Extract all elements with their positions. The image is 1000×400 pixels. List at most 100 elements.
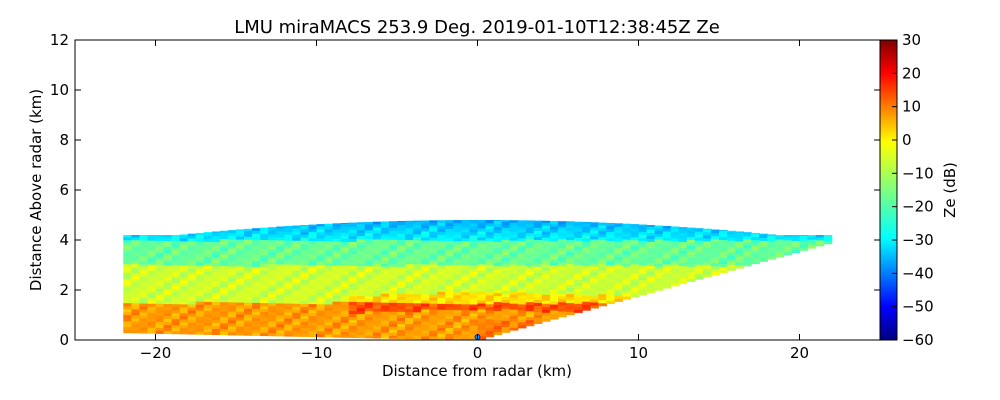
echo-cell — [397, 296, 406, 300]
echo-cell — [558, 271, 567, 276]
echo-cell — [388, 272, 398, 276]
echo-cell — [485, 291, 495, 296]
echo-cell — [509, 231, 519, 235]
echo-cell — [155, 240, 165, 244]
echo-cell — [227, 256, 237, 261]
echo-cell — [743, 256, 752, 261]
echo-cell — [340, 256, 350, 260]
echo-cell — [501, 242, 511, 246]
echo-cell — [171, 327, 181, 332]
echo-cell — [614, 250, 623, 254]
echo-cell — [348, 265, 358, 269]
echo-cell — [541, 294, 551, 298]
echo-cell — [461, 252, 471, 257]
echo-cell — [131, 235, 140, 238]
echo-cell — [292, 279, 301, 283]
echo-cell — [123, 248, 132, 253]
echo-cell — [421, 287, 430, 292]
echo-cell — [171, 297, 181, 302]
reflectivity-echo — [123, 220, 833, 340]
echo-cell — [590, 244, 599, 249]
echo-cell — [364, 322, 374, 327]
echo-cell — [582, 253, 591, 257]
echo-cell — [356, 271, 366, 276]
echo-cell — [405, 239, 414, 244]
echo-cell — [236, 250, 245, 255]
echo-cell — [388, 305, 398, 309]
echo-cell — [445, 291, 454, 295]
echo-cell — [485, 318, 495, 323]
echo-cell — [405, 308, 414, 313]
echo-cell — [316, 312, 326, 317]
echo-cell — [791, 246, 801, 251]
x-tick-label: −20 — [140, 344, 172, 362]
echo-cell — [727, 230, 736, 232]
echo-cell — [195, 277, 205, 281]
echo-cell — [566, 239, 575, 244]
echo-cell — [324, 330, 334, 335]
echo-cell — [356, 310, 366, 315]
echo-cell — [517, 240, 527, 245]
echo-cell — [332, 280, 342, 284]
echo-cell — [179, 315, 189, 320]
echo-cell — [308, 288, 318, 293]
echo-cell — [300, 324, 310, 328]
echo-cell — [276, 323, 285, 328]
echo-cell — [236, 229, 245, 231]
echo-cell — [509, 294, 519, 298]
echo-cell — [139, 239, 149, 244]
echo-cell — [590, 274, 599, 279]
echo-cell — [558, 223, 567, 228]
echo-cell — [388, 323, 398, 327]
echo-cell — [348, 268, 358, 272]
echo-cell — [332, 268, 342, 272]
echo-cell — [292, 282, 301, 286]
echo-cell — [268, 227, 277, 229]
echo-cell — [574, 261, 583, 265]
echo-cell — [429, 270, 438, 274]
echo-cell — [566, 290, 575, 295]
echo-cell — [421, 281, 430, 286]
echo-cell — [517, 285, 527, 290]
echo-cell — [606, 240, 615, 245]
echo-cell — [260, 332, 269, 337]
echo-cell — [324, 225, 334, 230]
echo-cell — [710, 229, 720, 234]
echo-cell — [155, 285, 165, 289]
echo-cell — [372, 274, 382, 279]
echo-cell — [179, 330, 189, 335]
echo-cell — [348, 250, 358, 254]
echo-cell — [501, 305, 511, 309]
echo-cell — [719, 230, 728, 232]
echo-cell — [252, 278, 261, 282]
echo-cell — [348, 226, 358, 230]
echo-cell — [614, 226, 623, 230]
echo-cell — [203, 262, 213, 266]
echo-cell — [541, 231, 551, 235]
echo-cell — [727, 264, 736, 268]
echo-cell — [356, 259, 366, 264]
echo-cell — [574, 225, 583, 229]
echo-cell — [284, 266, 293, 271]
echo-cell — [413, 220, 422, 223]
echo-cell — [541, 264, 551, 268]
echo-cell — [525, 301, 535, 306]
echo-cell — [388, 302, 398, 306]
echo-cell — [203, 250, 213, 254]
echo-cell — [187, 246, 197, 251]
echo-cell — [300, 243, 310, 247]
echo-cell — [348, 271, 358, 275]
echo-cell — [533, 236, 543, 240]
echo-cell — [316, 315, 326, 320]
echo-cell — [405, 284, 414, 289]
echo-cell — [348, 331, 358, 335]
echo-cell — [590, 238, 599, 243]
echo-cell — [445, 282, 454, 286]
echo-cell — [501, 317, 511, 321]
echo-cell — [171, 249, 181, 254]
echo-cell — [219, 325, 229, 330]
echo-cell — [227, 304, 237, 309]
echo-cell — [469, 291, 479, 296]
echo-cell — [654, 266, 664, 270]
echo-cell — [574, 234, 583, 238]
